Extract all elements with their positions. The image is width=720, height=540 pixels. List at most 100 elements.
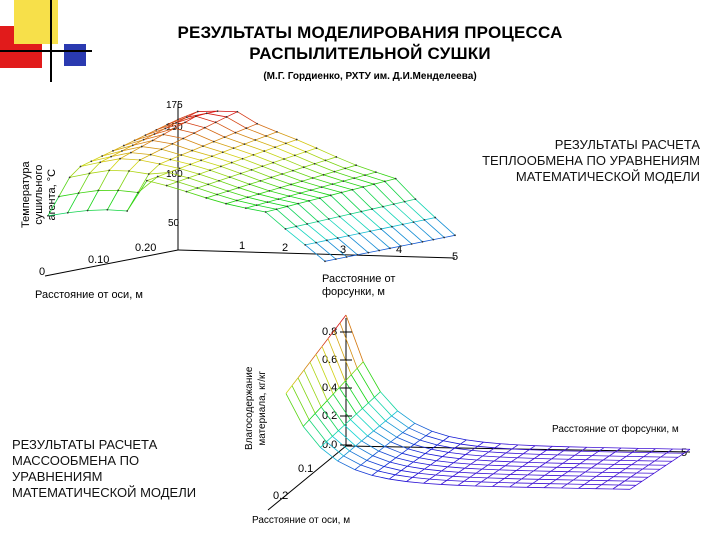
moisture-mesh-line <box>448 452 466 455</box>
moisture-mesh-line <box>384 441 392 447</box>
temperature-mesh-line <box>262 165 283 175</box>
moisture-mesh-line <box>446 479 465 482</box>
temperature-mesh-line <box>278 195 290 200</box>
temperature-mesh-line <box>199 169 211 175</box>
moisture-mesh-line <box>380 391 398 412</box>
temperature-mesh-node <box>196 110 199 113</box>
temperature-mesh-line <box>199 173 220 182</box>
temperature-mesh-node <box>225 116 228 118</box>
temperature-mesh-line <box>132 140 153 146</box>
temperature-mesh-line <box>200 159 221 167</box>
temperature-mesh-line <box>58 177 71 197</box>
temperature-mesh-line <box>323 174 344 182</box>
moisture-mesh-line <box>441 470 459 473</box>
title-line-1: РЕЗУЛЬТАТЫ МОДЕЛИРОВАНИЯ ПРОЦЕССА <box>177 23 563 42</box>
temperature-mesh-line <box>354 177 375 185</box>
moisture-mesh-line <box>544 470 552 476</box>
moisture-mesh-line <box>499 452 507 458</box>
moisture-mesh-line <box>477 445 495 449</box>
temperature-mesh-node <box>110 155 113 158</box>
temperature-mesh-line <box>350 211 362 215</box>
moisture-mesh-line <box>469 472 477 478</box>
moisture-mesh-line <box>511 448 530 451</box>
temperature-mesh-node <box>175 121 178 124</box>
moisture-mesh-line <box>552 445 570 448</box>
moisture-mesh-line <box>454 443 461 449</box>
temperature-mesh-node <box>106 208 109 211</box>
temperature-mesh-line <box>165 121 186 129</box>
temperature-mesh-line <box>236 196 248 201</box>
moisture-mesh-line <box>614 460 621 465</box>
temperature-mesh-node <box>68 176 71 179</box>
moisture-mesh-line <box>504 461 512 467</box>
moisture-mesh-line <box>487 464 506 467</box>
y-axis-line-2 <box>267 445 347 511</box>
moisture-mesh-line <box>302 419 310 427</box>
moisture-mesh-line <box>517 444 536 447</box>
moisture-mesh-line <box>500 443 519 446</box>
x-tick-4: 4 <box>396 244 403 256</box>
temperature-mesh-node <box>99 161 102 164</box>
temperature-mesh-line <box>368 250 380 254</box>
temperature-mesh-line <box>206 112 227 118</box>
temperature-mesh-node <box>351 188 354 191</box>
temperature-mesh-line <box>137 173 150 193</box>
temperature-mesh-line <box>312 174 324 179</box>
temperature-mesh-node <box>329 194 332 197</box>
temperature-mesh-line <box>128 170 149 175</box>
temperature-mesh-line <box>100 156 112 163</box>
temperature-mesh-line <box>352 189 373 210</box>
temperature-mesh-line <box>150 148 162 155</box>
moisture-mesh-line <box>320 406 339 431</box>
moisture-mesh-line <box>343 455 361 466</box>
temperature-mesh-node <box>209 169 211 172</box>
moisture-mesh-line <box>464 463 472 469</box>
temperature-mesh-line <box>251 165 263 171</box>
temperature-mesh-line <box>89 161 101 174</box>
temperature-mesh-line <box>109 169 130 172</box>
temperature-mesh-node <box>185 190 188 193</box>
moisture-mesh-line <box>374 397 392 417</box>
temperature-mesh-node <box>414 198 417 201</box>
temperature-mesh-node <box>349 213 352 215</box>
moisture-mesh-line <box>344 419 351 426</box>
temperature-mesh-line <box>316 147 337 158</box>
moisture-mesh-line <box>510 470 517 475</box>
moisture-mesh-line <box>338 387 357 415</box>
z-tick-175: 175 <box>166 100 183 111</box>
temperature-mesh-node <box>257 193 260 195</box>
moisture-mesh-line <box>482 451 490 457</box>
moisture-mesh-line <box>550 466 558 472</box>
temperature-mesh-node <box>317 220 319 223</box>
temperature-mesh-line <box>188 173 200 179</box>
temperature-mesh-line <box>163 128 175 135</box>
moisture-mesh-line <box>350 374 369 404</box>
temperature-mesh-line <box>87 209 108 211</box>
moisture-mesh-line <box>333 322 341 331</box>
moisture-mesh-line <box>579 459 587 465</box>
temperature-mesh-node <box>200 159 202 162</box>
temperature-mesh-line <box>305 151 326 161</box>
temperature-mesh-line <box>393 201 405 205</box>
moisture-mesh-line <box>402 432 421 441</box>
temperature-mesh-node <box>218 179 220 182</box>
temperature-mesh-node <box>227 190 229 193</box>
moisture-mesh-line <box>372 455 391 463</box>
moisture-mesh-line <box>413 439 421 445</box>
moisture-mesh-line <box>654 456 662 462</box>
moisture-mesh-line <box>315 354 334 395</box>
temperature-mesh-node <box>358 232 361 235</box>
moisture-mesh-line <box>436 460 454 464</box>
temperature-mesh-node <box>266 201 269 204</box>
temperature-mesh-line <box>69 173 90 178</box>
temperature-mesh-line <box>345 164 357 169</box>
temperature-mesh-line <box>402 224 423 243</box>
moisture-mesh-line <box>383 461 391 467</box>
moisture-mesh-line <box>631 460 638 465</box>
temperature-mesh-line <box>126 180 148 212</box>
temperature-mesh-node <box>164 127 167 130</box>
moisture-mesh-line <box>463 480 482 483</box>
moisture-mesh-line <box>345 314 364 362</box>
moisture-mesh-line <box>349 450 367 461</box>
temperature-mesh-node <box>146 179 148 182</box>
